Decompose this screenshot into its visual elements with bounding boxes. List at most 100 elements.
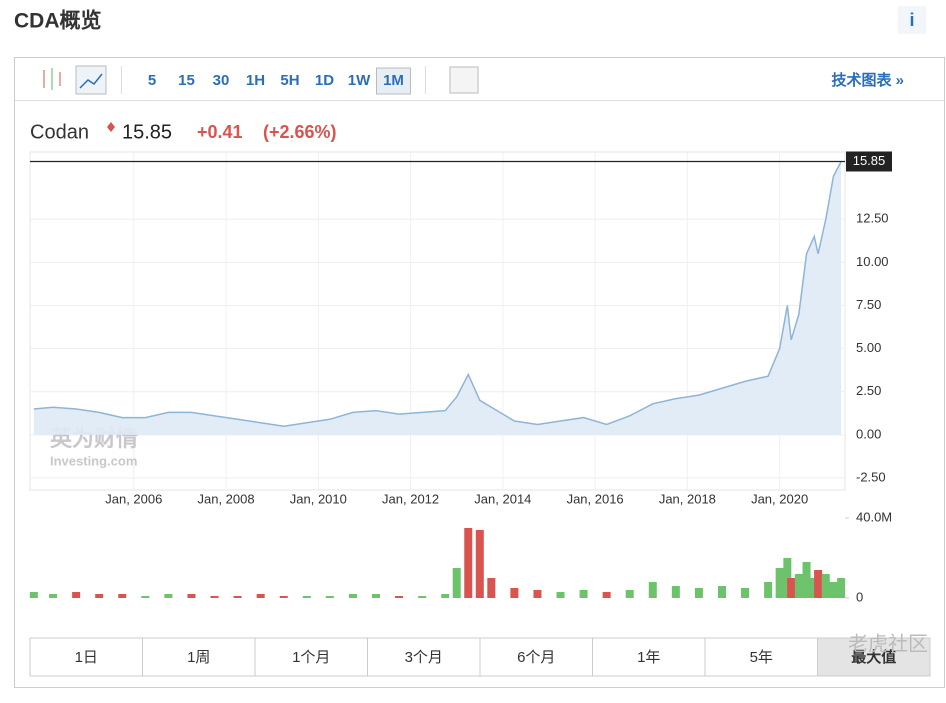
- interval-button[interactable]: 5: [148, 72, 156, 89]
- range-tab-label[interactable]: 5年: [750, 649, 773, 666]
- price-line: [33, 161, 842, 427]
- volume-bar: [348, 594, 357, 598]
- volume-bar: [72, 592, 81, 598]
- last-price-tag: [846, 151, 892, 172]
- range-tab-label[interactable]: 1日: [75, 649, 98, 666]
- volume-bar: [302, 596, 311, 598]
- page-title: CDA概览: [14, 9, 102, 33]
- volume-bar: [279, 596, 288, 598]
- volume-bar: [418, 596, 427, 598]
- volume-bar: [371, 594, 380, 598]
- chart-watermark: Investing.com: [50, 453, 137, 468]
- volume-bar: [671, 586, 680, 598]
- y-tick-label: -2.50: [856, 469, 886, 484]
- info-button[interactable]: i: [909, 10, 914, 30]
- interval-active-bg: [376, 67, 411, 95]
- volume-bar: [510, 588, 519, 598]
- area-fill: [33, 161, 842, 435]
- x-tick-label: Jan, 2018: [659, 491, 716, 506]
- volume-bar: [829, 582, 838, 598]
- y-tick-label: 0: [856, 589, 863, 604]
- volume-bar: [464, 528, 473, 598]
- volume-bar: [533, 590, 542, 598]
- last-price-label: 15.85: [853, 153, 886, 168]
- volume-bar: [475, 530, 484, 598]
- range-tab-label[interactable]: 1个月: [292, 649, 330, 666]
- y-tick-label: 40.0M: [856, 509, 892, 524]
- x-tick-label: Jan, 2016: [567, 491, 624, 506]
- volume-bar: [256, 594, 265, 598]
- y-tick-label: 10.00: [856, 254, 889, 269]
- info-bg[interactable]: [898, 6, 926, 34]
- x-tick-label: Jan, 2010: [290, 491, 347, 506]
- line-icon[interactable]: [75, 65, 107, 95]
- range-tab-label[interactable]: 最大值: [851, 648, 896, 666]
- range-tab[interactable]: [29, 637, 143, 677]
- technical-chart-link[interactable]: 技术图表 »: [831, 71, 904, 89]
- volume-bar: [837, 578, 846, 598]
- range-tab[interactable]: [479, 637, 593, 677]
- range-tab-label[interactable]: 3个月: [405, 649, 443, 666]
- widget-frame: [14, 57, 945, 688]
- range-tab[interactable]: [254, 637, 368, 677]
- x-tick-label: Jan, 2020: [751, 491, 808, 506]
- interval-button[interactable]: 1W: [348, 72, 371, 89]
- price-change: +0.41: [197, 122, 243, 142]
- volume-bar: [648, 582, 657, 598]
- volume-bar: [233, 596, 242, 598]
- y-tick-label: 7.50: [856, 297, 881, 312]
- volume-bar: [579, 590, 588, 598]
- candle-icon[interactable]: [43, 68, 61, 90]
- volume-bar: [764, 582, 773, 598]
- range-tab[interactable]: [367, 637, 481, 677]
- y-tick-label: 5.00: [856, 340, 881, 355]
- volume-bar: [187, 594, 196, 598]
- y-tick-label: 2.50: [856, 383, 881, 398]
- volume-bar: [452, 568, 461, 598]
- range-tab-label[interactable]: 1周: [187, 649, 210, 666]
- volume-bar: [487, 578, 496, 598]
- volume-bar: [141, 596, 150, 598]
- change-indicator: [107, 122, 115, 132]
- plot-frame: [29, 151, 846, 491]
- volume-bar: [694, 588, 703, 598]
- volume-bar: [802, 562, 811, 598]
- volume-bar: [29, 592, 38, 598]
- range-tab[interactable]: [592, 637, 706, 677]
- news-icon[interactable]: [449, 66, 479, 94]
- range-tab-label[interactable]: 6个月: [517, 649, 555, 666]
- interval-button[interactable]: 30: [213, 72, 230, 89]
- interval-button[interactable]: 15: [178, 72, 195, 89]
- volume-bar: [741, 588, 750, 598]
- volume-bar: [556, 592, 565, 598]
- range-tab[interactable]: [142, 637, 256, 677]
- range-tab-label[interactable]: 1年: [637, 649, 660, 666]
- x-tick-label: Jan, 2006: [105, 491, 162, 506]
- volume-bar: [821, 574, 830, 598]
- interval-button[interactable]: 1H: [246, 72, 265, 89]
- price-change-pct: (+2.66%): [263, 122, 337, 142]
- volume-bar: [95, 594, 104, 598]
- interval-button[interactable]: 1M: [383, 72, 404, 89]
- interval-button[interactable]: 1D: [315, 72, 334, 89]
- volume-bar: [775, 568, 784, 598]
- y-tick-label: 0.00: [856, 426, 881, 441]
- volume-bar: [325, 596, 334, 598]
- line-icon-glyph: [79, 73, 103, 89]
- interval-button[interactable]: 5H: [280, 72, 299, 89]
- volume-bar: [441, 594, 450, 598]
- volume-bar: [717, 586, 726, 598]
- volume-bar: [794, 574, 803, 598]
- volume-bar: [814, 570, 823, 598]
- range-tab[interactable]: [704, 637, 818, 677]
- volume-bar: [787, 578, 796, 598]
- x-tick-label: Jan, 2008: [198, 491, 255, 506]
- range-tab[interactable]: [817, 637, 931, 677]
- volume-bar: [625, 590, 634, 598]
- volume-bar: [395, 596, 404, 598]
- corner-watermark: 老虎社区: [848, 632, 928, 655]
- volume-bar: [210, 596, 219, 598]
- x-tick-label: Jan, 2012: [382, 491, 439, 506]
